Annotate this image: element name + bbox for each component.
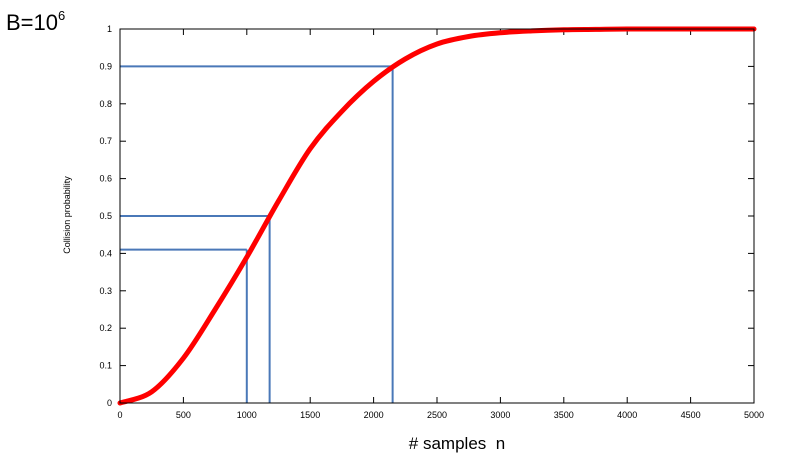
x-axis-label: # samples n — [408, 434, 506, 453]
x-tick-label: 500 — [176, 410, 191, 420]
x-tick-label: 1000 — [237, 410, 257, 420]
x-tick-label: 4500 — [681, 410, 701, 420]
x-tick-label: 2000 — [364, 410, 384, 420]
y-axis-label: Collision probability — [62, 176, 72, 254]
x-tick-label: 3500 — [554, 410, 574, 420]
y-tick-label: 0.9 — [99, 61, 112, 71]
y-tick-label: 0.7 — [99, 136, 112, 146]
x-tick-labels: 0 500 1000 1500 2000 2500 3000 3500 4000 4500 5000 — [117, 410, 764, 420]
x-tick-label: 1500 — [300, 410, 320, 420]
y-tick-label: 0 — [107, 398, 112, 408]
y-tick-label: 0.8 — [99, 99, 112, 109]
corner-title-base: B=10 — [6, 10, 58, 35]
y-tick-labels: 0 0.1 0.2 0.3 0.4 0.5 0.6 0.7 0.8 0.9 1 — [99, 24, 112, 408]
corner-title-exponent: 6 — [58, 8, 66, 23]
x-tick-label: 5000 — [744, 410, 764, 420]
reference-lines — [120, 65, 394, 403]
x-tick-label: 4000 — [617, 410, 637, 420]
y-tick-label: 0.3 — [99, 286, 112, 296]
y-tick-label: 0.4 — [99, 248, 112, 258]
corner-title: B=106 — [6, 8, 65, 36]
y-tick-label: 0.1 — [99, 361, 112, 371]
y-tick-label: 0.2 — [99, 323, 112, 333]
y-tick-label: 0.6 — [99, 174, 112, 184]
y-tick-label: 1 — [107, 24, 112, 34]
y-tick-label: 0.5 — [99, 211, 112, 221]
x-tick-label: 3000 — [490, 410, 510, 420]
x-tick-label: 0 — [117, 410, 122, 420]
plot-frame — [119, 28, 755, 404]
x-tick-label: 2500 — [427, 410, 447, 420]
